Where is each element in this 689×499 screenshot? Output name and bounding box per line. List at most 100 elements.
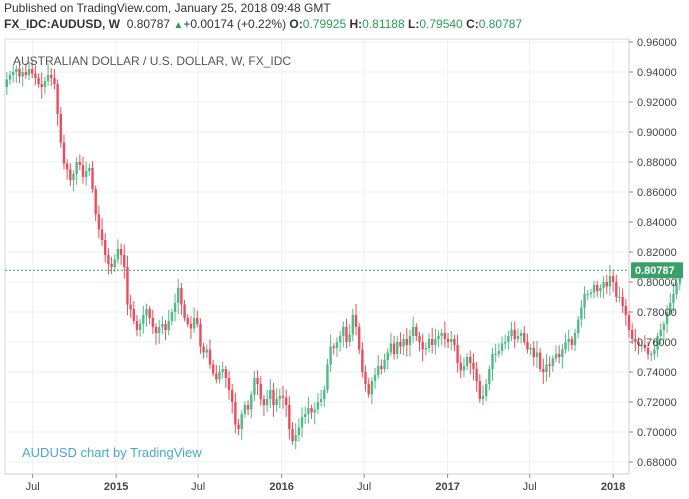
candle-up — [313, 409, 316, 413]
candle-down — [475, 369, 478, 381]
y-tick-label: 0.88000 — [637, 157, 677, 169]
candle-up — [567, 339, 570, 342]
candle-up — [240, 414, 243, 429]
candle-down — [523, 333, 526, 342]
candles — [5, 59, 681, 449]
x-tick-label: 2018 — [601, 481, 625, 493]
candle-down — [230, 390, 234, 402]
candle-down — [110, 264, 113, 267]
x-tick-label: 2015 — [104, 481, 128, 493]
candle-up — [507, 336, 510, 342]
candle-up — [484, 384, 488, 396]
candle-up — [586, 294, 589, 295]
candle-up — [116, 249, 120, 260]
candle-up — [377, 366, 380, 375]
candle-down — [288, 405, 291, 429]
candle-down — [570, 339, 574, 345]
candle-down — [256, 378, 259, 384]
candle-down — [596, 285, 599, 291]
candle-up — [640, 345, 643, 346]
candle-up — [510, 330, 513, 336]
price-axis[interactable]: 0.96000 0.94000 0.92000 0.90000 0.88000 0.860… — [629, 37, 677, 469]
x-tick-label: Jul — [191, 481, 205, 493]
candle-up — [491, 354, 494, 369]
candle-up — [545, 364, 548, 372]
candle-up — [396, 342, 399, 354]
candle-up — [592, 285, 596, 293]
candle-down — [472, 363, 475, 369]
quote-line: FX_IDC:AUDUSD, W 0.80787 ▲+0.00174 (+0.2… — [4, 16, 684, 34]
candle-up — [5, 79, 9, 87]
candle-down — [97, 214, 101, 230]
candle-down — [345, 327, 348, 342]
candle-down — [224, 369, 228, 378]
candle-up — [15, 69, 18, 72]
candle-down — [542, 369, 545, 372]
candle-up — [145, 309, 148, 315]
candle-down — [180, 288, 183, 305]
candle-up — [205, 349, 209, 353]
candle-down — [91, 168, 94, 189]
x-tick-label: 2016 — [269, 481, 293, 493]
symbol-label: FX_IDC:AUDUSD, W — [4, 17, 120, 31]
candle-down — [415, 327, 418, 336]
candle-down — [513, 330, 516, 339]
candle-down — [129, 304, 132, 309]
time-axis[interactable]: Jul 2015 Jul 2016 Jul 2017 Jul 2018 — [26, 474, 626, 493]
candle-up — [402, 339, 405, 347]
candle-up — [653, 349, 656, 354]
candle-down — [18, 69, 21, 77]
candle-up — [173, 303, 177, 312]
y-tick-label: 0.78000 — [637, 307, 677, 319]
candle-down — [246, 405, 250, 410]
candle-down — [281, 396, 285, 398]
candle-down — [104, 240, 107, 255]
candle-up — [46, 75, 50, 81]
candle-up — [535, 352, 539, 357]
candle-down — [443, 333, 447, 339]
candle-up — [177, 288, 180, 303]
candle-down — [605, 282, 608, 287]
candle-down — [418, 336, 421, 342]
candle-up — [338, 336, 342, 342]
candle-down — [40, 84, 43, 87]
candle-down — [399, 342, 402, 347]
candle-down — [357, 327, 361, 350]
candle-up — [580, 307, 583, 320]
candle-down — [548, 364, 551, 366]
candle-up — [481, 396, 485, 399]
candle-up — [342, 327, 345, 336]
candle-down — [202, 346, 205, 353]
candle-down — [151, 318, 155, 327]
candle-down — [56, 84, 59, 114]
candle-down — [634, 339, 637, 342]
y-tick-label: 0.70000 — [637, 427, 677, 439]
candle-up — [589, 292, 593, 294]
candle-down — [627, 315, 631, 330]
close-value: 0.80787 — [478, 17, 523, 31]
candle-up — [43, 81, 47, 87]
candle-up — [411, 327, 415, 336]
candle-up — [319, 399, 323, 402]
candle-up — [488, 369, 491, 384]
candle-down — [154, 327, 158, 333]
candle-up — [307, 408, 310, 414]
up-triangle-icon: ▲ — [173, 20, 184, 31]
candle-up — [142, 315, 145, 324]
grid-lines — [5, 39, 629, 474]
candle-down — [469, 357, 472, 363]
candle-up — [221, 369, 224, 372]
candle-down — [123, 255, 126, 267]
candle-up — [323, 390, 326, 399]
candle-down — [272, 390, 275, 405]
candle-down — [643, 345, 647, 348]
candle-down — [78, 162, 82, 165]
candle-down — [367, 384, 370, 395]
candle-up — [278, 396, 282, 399]
candle-down — [621, 297, 624, 306]
candle-down — [34, 73, 37, 78]
candle-up — [424, 348, 428, 350]
candle-down — [227, 378, 231, 390]
candle-down — [107, 255, 110, 264]
